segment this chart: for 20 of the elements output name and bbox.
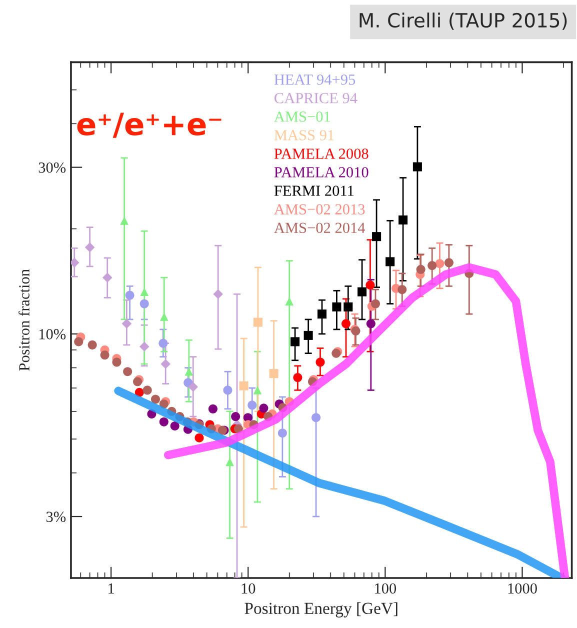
text: AMS−02 2014 xyxy=(274,222,366,234)
text: PAMELA 2008 xyxy=(274,148,368,159)
y-tick-label: 3% xyxy=(46,512,66,522)
text: AMS−01 xyxy=(274,112,330,122)
x-tick-label: 100 xyxy=(375,583,396,594)
text: FERMI 2011 xyxy=(274,186,354,196)
text: M. Cirelli (TAUP 2015) xyxy=(360,12,567,30)
x-axis-title: Positron Energy [GeV] xyxy=(244,602,398,618)
x-tick-label: 1000 xyxy=(508,583,537,594)
text: MASS 91 xyxy=(274,130,334,140)
x-tick-label: 10 xyxy=(242,583,256,594)
text: e⁺/e⁺+e⁻ xyxy=(77,112,222,138)
text: CAPRICE 94 xyxy=(274,93,358,104)
y-axis-title: Positron fraction xyxy=(18,269,30,371)
y-tick-label: 10% xyxy=(39,329,66,340)
text: HEAT 94+95 xyxy=(274,74,356,85)
x-tick-label: 1 xyxy=(108,583,114,594)
text: PAMELA 2010 xyxy=(274,167,368,178)
y-tick-label: 30% xyxy=(38,162,66,173)
text: AMS−02 2013 xyxy=(274,204,365,214)
